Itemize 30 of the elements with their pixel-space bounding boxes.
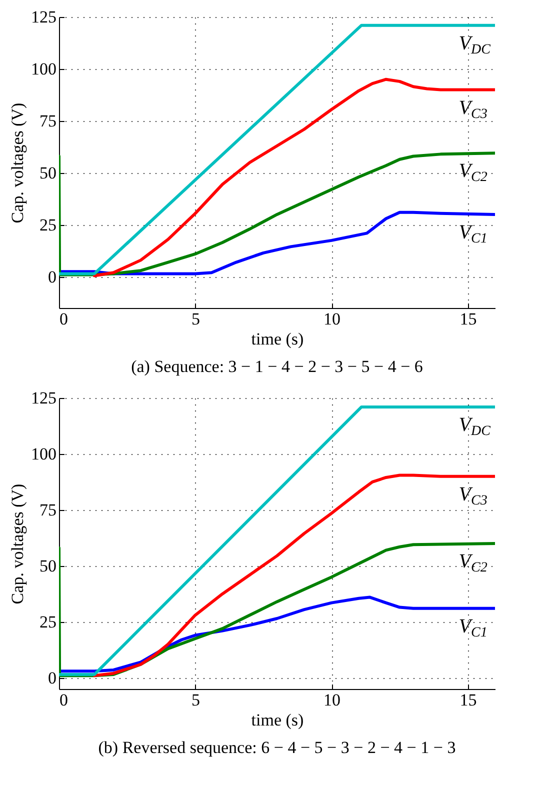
y-axis-title: Cap. voltages (V) xyxy=(8,102,27,224)
y-tick-label: 25 xyxy=(40,215,56,234)
y-tick-label: 125 xyxy=(31,8,56,26)
line-series xyxy=(92,78,495,278)
y-tick-label: 50 xyxy=(40,163,56,182)
y-tick-label: 75 xyxy=(40,111,56,130)
y-axis-title: Cap. voltages (V) xyxy=(8,484,27,604)
y-tick-label: 25 xyxy=(40,612,56,632)
x-tick-label: 15 xyxy=(460,310,477,328)
y-tick-label: 0 xyxy=(48,267,56,286)
line-series xyxy=(92,474,495,678)
text: (b) Reversed sequence: 6 − 4 − 5 − 3 − 2 − 4 − 1 − 3 xyxy=(98,738,456,757)
y-tick-label: 0 xyxy=(48,668,56,688)
text: (a) Sequence: 3 − 1 − 4 − 2 − 3 − 5 − 4 − 6 xyxy=(131,357,423,376)
y-tick-label: 100 xyxy=(31,444,56,464)
line-series xyxy=(59,210,495,276)
x-axis-title: time (s) xyxy=(251,710,304,730)
x-axis-title: time (s) xyxy=(251,330,304,348)
line-series xyxy=(59,152,495,276)
y-tick-label: 100 xyxy=(31,59,56,78)
y-tick-label: 50 xyxy=(40,556,56,576)
y-tick-label: 75 xyxy=(40,500,56,520)
x-tick-label: 0 xyxy=(60,310,68,328)
x-tick-label: 5 xyxy=(192,310,200,328)
y-tick-label: 125 xyxy=(31,388,56,408)
x-tick-label: 5 xyxy=(192,690,200,710)
x-tick-label: 10 xyxy=(324,690,340,710)
x-tick-label: 0 xyxy=(60,690,68,710)
x-tick-label: 10 xyxy=(324,310,340,328)
x-tick-label: 15 xyxy=(460,690,477,710)
